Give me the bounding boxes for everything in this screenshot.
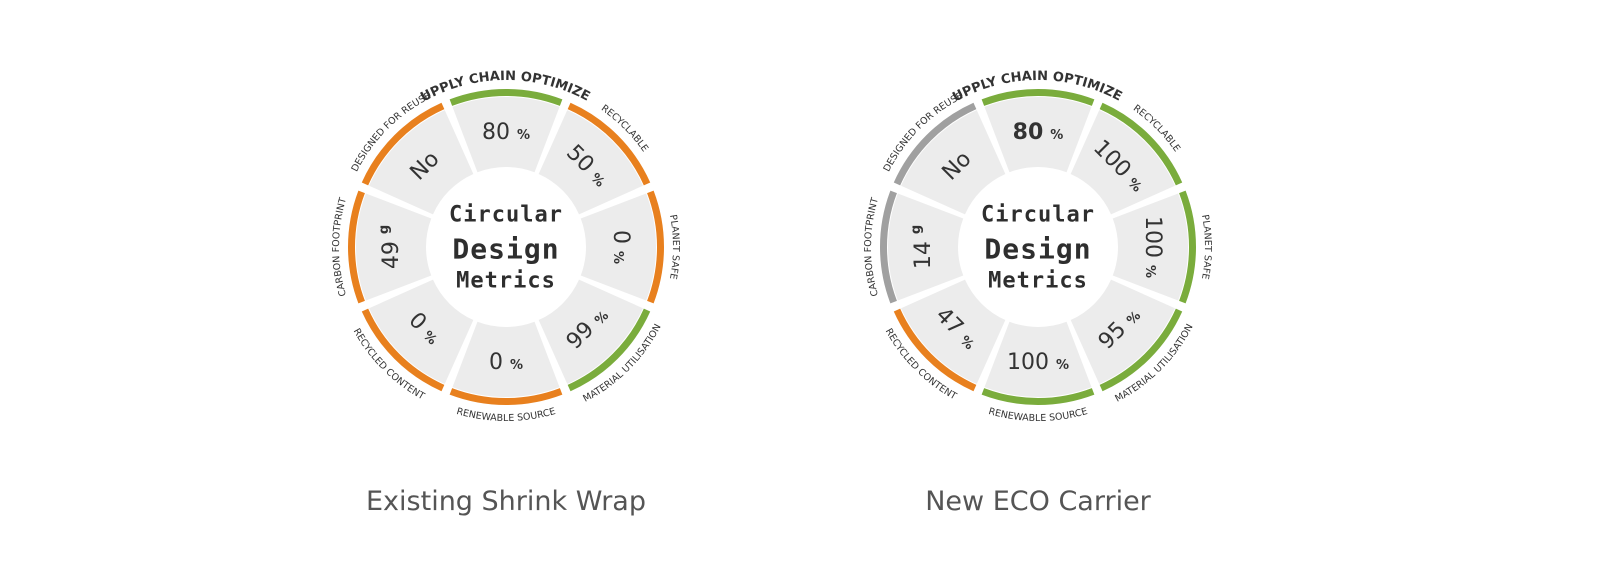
value-number: 80 [482, 120, 510, 145]
metric-label-planet-safe: PLANET SAFE [667, 214, 681, 280]
value-number: 14 [911, 241, 936, 269]
value-unit: % [611, 251, 626, 264]
status-arc-renewable-source [449, 388, 563, 405]
circular-metrics-wheel-new: 80%SUPPLY CHAIN OPTIMIZED100%RECYCLABLE1… [828, 40, 1248, 470]
metric-value: 80% [482, 120, 530, 145]
value-number: 100 [1141, 216, 1166, 258]
metric-label-renewable-source: RENEWABLE SOURCE [455, 406, 557, 424]
segment-recyclable [1070, 110, 1175, 215]
segment-material-utilisation [1070, 279, 1175, 384]
status-arc-recyclable [567, 102, 651, 186]
value-unit: g [909, 225, 924, 234]
value-unit: % [517, 128, 530, 143]
segment-recyclable [538, 110, 643, 215]
center-title-line: Metrics [456, 269, 556, 294]
metric-value: 0% [609, 230, 634, 264]
center-title-line: Metrics [988, 269, 1088, 294]
status-arc-carbon-footprint [880, 190, 897, 304]
segment-value-renewable-source: 100% [1007, 350, 1069, 375]
status-arc-planet-safe [1179, 190, 1196, 304]
wheel-caption: Existing Shrink Wrap [366, 486, 646, 517]
segment-renewable-source [984, 321, 1092, 397]
center-title-line: Circular [449, 203, 563, 228]
value-number: 0 [609, 230, 634, 244]
segment-value-supply-chain-optimized: 80% [482, 120, 530, 145]
metric-label-carbon-footprint: CARBON FOOTPRINT [863, 196, 881, 297]
value-unit: % [1056, 358, 1069, 373]
metric-value: 0% [489, 350, 523, 375]
value-number: 100 [1007, 350, 1049, 375]
circular-metrics-wheel-existing: 80%SUPPLY CHAIN OPTIMIZED50%RECYCLABLE0%… [296, 40, 716, 470]
segment-carbon-footprint [356, 193, 432, 301]
segment-planet-safe [580, 193, 656, 301]
segment-recycled-content [901, 279, 1006, 384]
metric-label-renewable-source: RENEWABLE SOURCE [987, 406, 1089, 424]
status-arc-recycled-content [893, 308, 977, 392]
segment-recycled-content [369, 279, 474, 384]
value-number: 80 [1013, 120, 1044, 145]
segment-material-utilisation [538, 279, 643, 384]
value-number: 0 [489, 350, 503, 375]
center-title-line: Design [452, 233, 559, 266]
metric-value: 80% [1013, 120, 1064, 145]
segment-value-renewable-source: 0% [489, 350, 523, 375]
metric-label-carbon-footprint: CARBON FOOTPRINT [331, 196, 349, 297]
metric-label-planet-safe: PLANET SAFE [1199, 214, 1213, 280]
status-arc-recyclable [1099, 102, 1183, 186]
center-title-line: Circular [981, 203, 1095, 228]
metric-value: 49 g [377, 225, 404, 269]
segment-renewable-source [452, 321, 560, 397]
wheel-svg: 80%SUPPLY CHAIN OPTIMIZED100%RECYCLABLE1… [828, 40, 1213, 424]
segment-supply-chain-optimized [452, 97, 560, 173]
segment-designed-for-reuse [369, 110, 474, 215]
wheel-svg: 80%SUPPLY CHAIN OPTIMIZED50%RECYCLABLE0%… [296, 40, 681, 424]
segment-value-supply-chain-optimized: 80% [1013, 120, 1064, 145]
value-number: 49 [379, 241, 404, 269]
segment-value-carbon-footprint: 14 g [909, 225, 936, 269]
value-unit: % [1143, 265, 1158, 278]
status-arc-designed-for-reuse [893, 102, 977, 186]
status-arc-supply-chain-optimized [981, 89, 1095, 106]
segment-designed-for-reuse [901, 110, 1006, 215]
center-title-line: Design [984, 233, 1091, 266]
status-arc-renewable-source [981, 388, 1095, 405]
value-unit: g [377, 225, 392, 234]
metric-value: 100% [1141, 216, 1166, 278]
status-arc-carbon-footprint [348, 190, 365, 304]
segment-value-carbon-footprint: 49 g [377, 225, 404, 269]
wheel-caption: New ECO Carrier [925, 486, 1151, 517]
value-unit: % [1050, 128, 1063, 143]
metric-value: 100% [1007, 350, 1069, 375]
status-arc-planet-safe [647, 190, 664, 304]
status-arc-material-utilisation [567, 308, 651, 392]
status-arc-recycled-content [361, 308, 445, 392]
value-unit: % [510, 358, 523, 373]
segment-supply-chain-optimized [984, 97, 1092, 173]
metric-value: 14 g [909, 225, 936, 269]
segment-planet-safe [1112, 193, 1188, 301]
segment-value-planet-safe: 0% [609, 230, 634, 264]
status-arc-designed-for-reuse [361, 102, 445, 186]
status-arc-material-utilisation [1099, 308, 1183, 392]
status-arc-supply-chain-optimized [449, 89, 563, 106]
segment-value-planet-safe: 100% [1141, 216, 1166, 278]
segment-carbon-footprint [888, 193, 964, 301]
